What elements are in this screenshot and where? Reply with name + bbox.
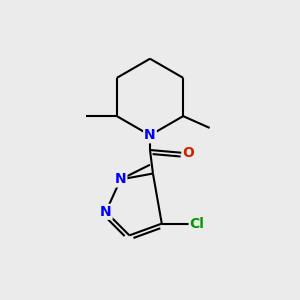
Text: N: N: [100, 205, 112, 219]
Text: O: O: [182, 146, 194, 160]
Text: N: N: [115, 172, 126, 186]
Text: Cl: Cl: [190, 217, 205, 231]
Text: N: N: [144, 128, 156, 142]
